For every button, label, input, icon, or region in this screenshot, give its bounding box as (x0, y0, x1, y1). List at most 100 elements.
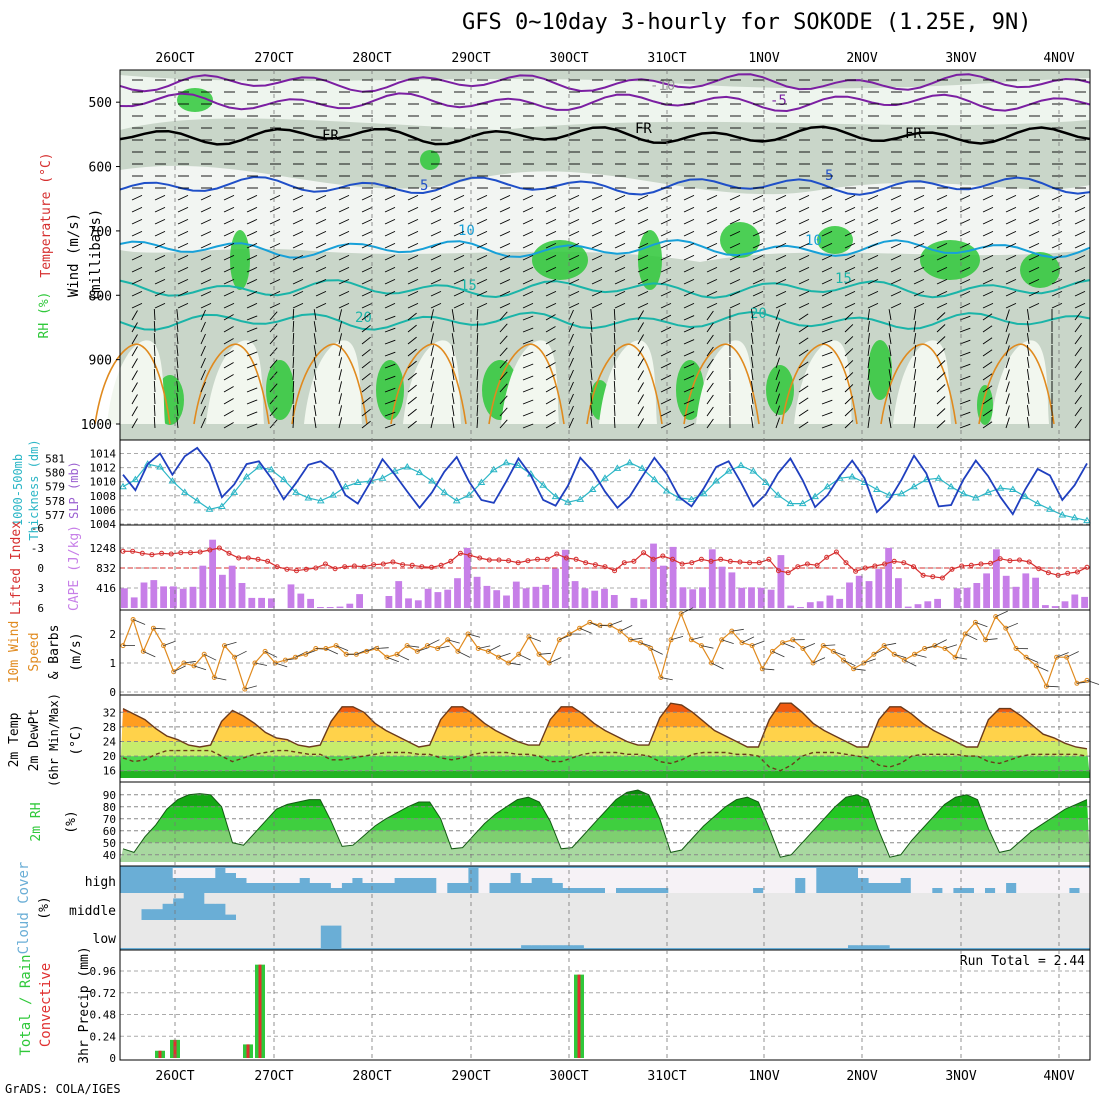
wind-barb (706, 254, 718, 261)
wind-barb (176, 369, 179, 381)
wind-barb (246, 230, 258, 237)
temp-axis-label: 2m Temp (7, 712, 22, 767)
wind-tick-label: 1 (109, 657, 116, 670)
cape-bar (326, 607, 334, 608)
cloud-clear-cell (900, 893, 912, 920)
cloud-clear-cell (172, 868, 184, 878)
lifted-index-marker (747, 560, 753, 566)
wind-barb (177, 254, 189, 261)
lifted-index-marker (216, 545, 222, 551)
date-label-bottom: 4NOV (1043, 1069, 1074, 1084)
lifted-index-marker (949, 566, 955, 572)
wind-barb (407, 408, 417, 417)
wind-barb (200, 218, 212, 225)
wind10-barb (873, 648, 887, 655)
cape-bar (1032, 577, 1039, 608)
wind-barb (545, 326, 556, 333)
wind-barb (361, 278, 373, 285)
wind10-barb (549, 657, 562, 664)
wind-barb (890, 278, 902, 285)
cloud-clear-cell (974, 893, 985, 920)
wind-barb (936, 254, 948, 261)
lifted-index-marker (313, 565, 319, 571)
lifted-index-marker (342, 564, 348, 570)
wind-barb (176, 333, 179, 345)
contour-label: FR (322, 128, 339, 144)
thickness-marker (180, 488, 189, 495)
wind-barb (888, 417, 892, 429)
wind-barb (867, 417, 870, 429)
wind-barb (292, 194, 304, 201)
wind10-marker (171, 669, 177, 675)
wind-barb (246, 399, 258, 405)
cloud-clear-cell (974, 920, 985, 948)
cloud-clear-cell (1005, 920, 1017, 948)
wind10-barb (762, 668, 775, 671)
wind-barb (131, 394, 138, 405)
wind-barb (430, 206, 442, 213)
temp-band (120, 703, 1090, 713)
wind-barb (545, 362, 556, 369)
cloud-clear-cell (446, 893, 458, 920)
wind-barb (1074, 266, 1086, 273)
wind-barb (660, 362, 672, 369)
wind-barb (522, 327, 534, 333)
cloud-clear-cell (721, 893, 732, 920)
cloud-clear-cell (425, 920, 437, 948)
wind-barb (591, 242, 603, 249)
wind-axis-label: Wind (m/s) (66, 213, 82, 297)
wind-barb (775, 206, 787, 213)
cape-bar (248, 597, 256, 608)
cape-bar (121, 588, 128, 608)
cloud-clear-cell (636, 920, 648, 948)
thickness-marker (1033, 499, 1042, 507)
cloud-clear-cell (183, 920, 195, 948)
lifted-index-marker (332, 566, 338, 572)
thickness-marker (267, 465, 276, 473)
wind10-speed-label: Speed (27, 632, 42, 671)
wind-barb (750, 309, 754, 321)
cloud-clear-cell (552, 893, 564, 920)
lifted-index-marker (920, 572, 926, 578)
wind-barb (706, 310, 714, 321)
wind-barb (683, 194, 695, 201)
temp-tick-label: 32 (103, 706, 116, 719)
lifted-index-marker (1074, 569, 1080, 575)
wind-barb (750, 417, 754, 429)
wind-barb (637, 370, 644, 381)
wind-barb (844, 218, 856, 225)
date-label-bottom: 30OCT (549, 1069, 588, 1084)
wind-barb (292, 332, 295, 345)
cloud-clear-cell (995, 868, 1007, 893)
cloud-clear-cell (141, 893, 153, 910)
wind-barb (499, 266, 511, 273)
wind-barb (292, 380, 295, 393)
wind-barb (775, 218, 787, 225)
wind-barb (384, 423, 396, 429)
rh-moist-region (638, 230, 662, 290)
wind-barb (200, 345, 206, 357)
cape-bar (150, 580, 158, 608)
cloud-clear-cell (352, 920, 363, 948)
wind-barb (798, 206, 810, 213)
slp-tick-label: 1014 (90, 448, 117, 461)
wind10-barb (143, 651, 156, 658)
cloud-clear-cell (341, 868, 353, 883)
wind-barb (591, 254, 603, 261)
lifted-index-marker (872, 563, 878, 569)
cloud-clear-cell (257, 893, 269, 920)
wind-barb (775, 369, 781, 381)
wind-barb (798, 313, 809, 321)
rh-moist-region (1020, 252, 1060, 288)
wind-barb (936, 194, 948, 201)
cloud-clear-cell (900, 920, 912, 948)
cloud-clear-cell (383, 893, 395, 920)
wind-barb (936, 324, 946, 333)
wind-barb (637, 230, 649, 237)
wind-barb (590, 405, 593, 417)
wind-barb (223, 278, 235, 285)
boundary-layer-plume (304, 340, 362, 424)
wind-barb (384, 387, 396, 393)
wind-barb (522, 254, 534, 261)
wind-barb (1026, 321, 1030, 333)
